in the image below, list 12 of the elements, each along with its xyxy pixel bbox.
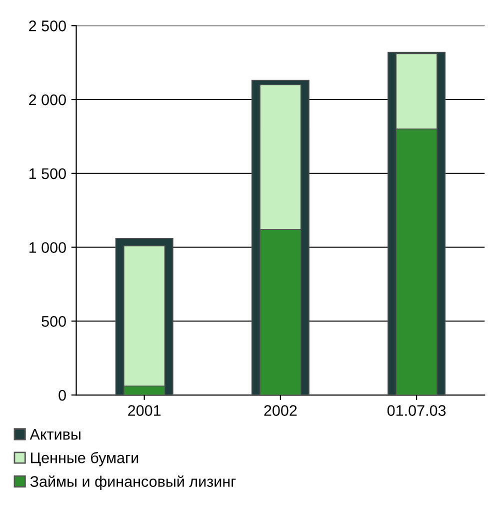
x-tick-label: 2002	[264, 405, 297, 416]
y-tick-label: 500	[42, 316, 66, 327]
y-tick-label: 1 500	[29, 168, 66, 180]
legend-label: Займы и финансовый лизинг	[30, 475, 236, 490]
y-tick-label: 1 000	[29, 242, 66, 253]
legend-label: Ценные бумаги	[31, 452, 138, 466]
y-tick-label: 0	[58, 390, 66, 401]
legend-label: Активы	[30, 429, 80, 440]
y-tick-label: 2 500	[29, 20, 66, 32]
x-tick-label: 2001	[128, 405, 161, 416]
y-tick-label: 2 000	[29, 94, 66, 106]
x-tick-label: 01.07.03	[387, 405, 446, 416]
